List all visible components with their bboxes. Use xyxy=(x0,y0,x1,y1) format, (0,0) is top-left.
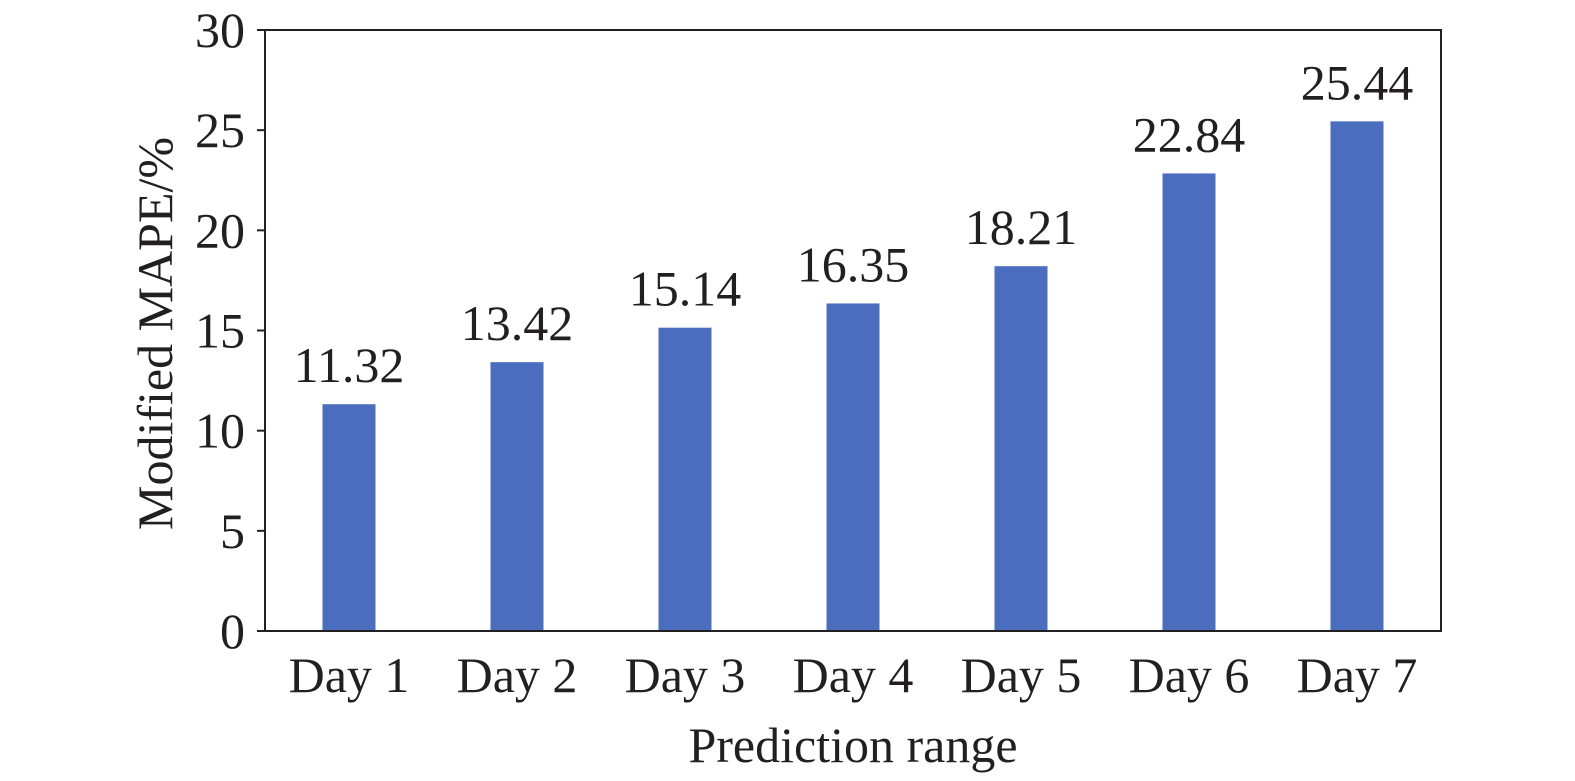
y-axis-title: Modified MAPE/% xyxy=(127,137,183,530)
data-label-3: 15.14 xyxy=(629,261,742,317)
y-tick-label-2: 10 xyxy=(195,403,245,459)
bars-group xyxy=(322,121,1384,632)
data-label-6: 22.84 xyxy=(1133,106,1246,162)
x-tick-label-7: Day 7 xyxy=(1297,647,1418,703)
x-tick-label-2: Day 2 xyxy=(457,647,578,703)
bar-5 xyxy=(994,266,1048,631)
data-labels-group: 11.32 13.42 15.14 16.35 18.21 22.84 25.44 xyxy=(294,54,1414,393)
data-label-1: 11.32 xyxy=(294,337,405,393)
x-tick-label-1: Day 1 xyxy=(289,647,410,703)
y-tick-label-4: 20 xyxy=(195,202,245,258)
y-tick-label-0: 0 xyxy=(220,603,245,659)
bar-4 xyxy=(826,303,880,631)
y-axis-ticks: 0 5 10 15 20 25 30 xyxy=(195,2,265,659)
bar-6 xyxy=(1162,173,1216,631)
data-label-5: 18.21 xyxy=(965,199,1078,255)
bar-3 xyxy=(658,327,712,631)
y-tick-label-6: 30 xyxy=(195,2,245,58)
x-tick-label-5: Day 5 xyxy=(961,647,1082,703)
x-axis-ticks: Day 1 Day 2 Day 3 Day 4 Day 5 Day 6 Day 7 xyxy=(289,647,1418,703)
plot-frame xyxy=(264,29,1442,632)
bar-2 xyxy=(490,362,544,631)
y-tick-label-3: 15 xyxy=(195,303,245,359)
bar-1 xyxy=(322,404,376,631)
x-tick-label-6: Day 6 xyxy=(1129,647,1250,703)
y-tick-label-5: 25 xyxy=(195,102,245,158)
x-tick-label-3: Day 3 xyxy=(625,647,746,703)
y-tick-label-1: 5 xyxy=(220,503,245,559)
x-axis-title: Prediction range xyxy=(688,717,1017,773)
x-tick-label-4: Day 4 xyxy=(793,647,914,703)
bar-7 xyxy=(1330,121,1384,632)
data-label-4: 16.35 xyxy=(797,236,910,292)
data-label-2: 13.42 xyxy=(461,295,574,351)
data-label-7: 25.44 xyxy=(1301,54,1414,110)
